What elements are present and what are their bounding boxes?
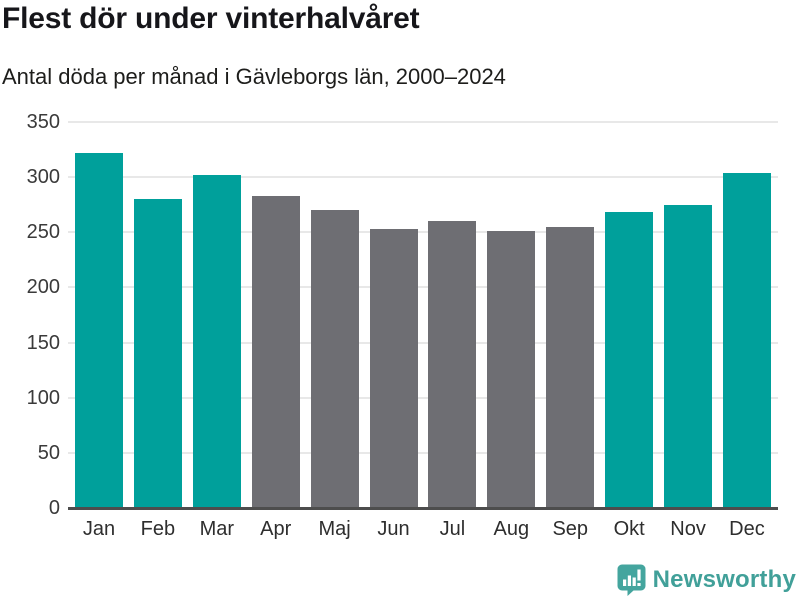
x-tick-label-mar: Mar <box>199 518 235 540</box>
bar-apr <box>251 195 300 508</box>
x-axis-labels: Jan Feb Mar Apr Maj Jun Jul Aug Sep Okt Nov Dec <box>68 518 778 541</box>
chart-subtitle: Antal döda per månad i Gävleborgs län, 2… <box>2 64 506 89</box>
x-tick-label-okt: Okt <box>613 518 645 540</box>
x-tick-label-apr: Apr <box>260 518 292 540</box>
x-tick-label-jul: Jul <box>439 518 466 540</box>
y-tick-label-300: 300 <box>26 166 60 189</box>
y-tick-label-350: 350 <box>26 111 60 133</box>
x-tick-label-jun: Jun <box>377 518 410 540</box>
bar-jun <box>369 229 418 508</box>
bar-aug <box>487 231 536 508</box>
bar-maj <box>310 210 359 508</box>
x-tick-label-aug: Aug <box>493 518 530 540</box>
gridline-300 <box>68 176 778 179</box>
bar-sep <box>546 226 595 508</box>
gridline-250 <box>68 231 778 234</box>
x-axis-line <box>68 507 778 510</box>
gridline-50 <box>68 451 778 454</box>
y-tick-label-100: 100 <box>26 386 60 409</box>
bar-jan <box>75 152 123 508</box>
newsworthy-logo: Newsworthy <box>617 564 796 596</box>
bar-series <box>68 122 778 508</box>
y-tick-label-50: 50 <box>37 441 60 464</box>
y-tick-label-250: 250 <box>26 221 60 244</box>
y-tick-label-200: 200 <box>26 276 60 299</box>
newsworthy-icon <box>617 564 646 596</box>
gridline-200 <box>68 286 778 289</box>
x-tick-label-maj: Maj <box>318 518 351 540</box>
chart-title: Flest dör under vinterhalvåret <box>2 2 420 35</box>
bar-nov <box>664 204 713 508</box>
gridline-100 <box>68 396 778 399</box>
x-tick-label-sep: Sep <box>552 518 589 540</box>
bar-dec <box>722 172 771 508</box>
x-tick-label-feb: Feb <box>140 518 176 540</box>
newsworthy-wordmark: Newsworthy <box>652 566 796 593</box>
gridline-350 <box>68 121 778 123</box>
bar-jul <box>428 221 477 508</box>
bar-mar <box>192 174 241 508</box>
y-tick-label-0: 0 <box>48 497 60 519</box>
plot-area <box>68 121 778 510</box>
x-tick-label-jan: Jan <box>82 518 116 540</box>
gridline-150 <box>68 341 778 344</box>
bar-feb <box>133 199 182 508</box>
x-tick-label-nov: Nov <box>670 518 706 540</box>
y-tick-label-150: 150 <box>26 331 60 354</box>
bar-okt <box>605 212 654 508</box>
x-tick-label-dec: Dec <box>729 518 765 540</box>
